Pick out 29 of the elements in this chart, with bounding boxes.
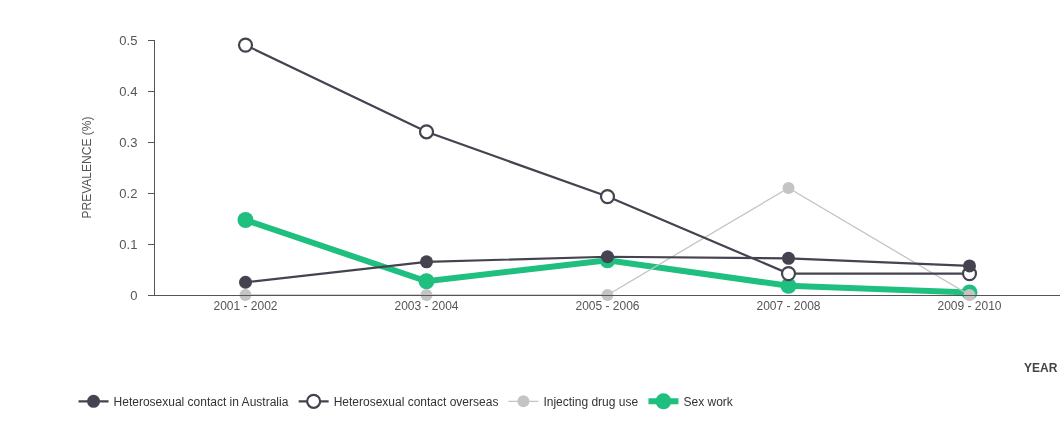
y-tick-label: 0	[130, 287, 138, 303]
legend-label: Sex work	[683, 394, 734, 409]
point	[418, 273, 435, 290]
y-axis-title: PREVALENCE (%)	[79, 116, 94, 219]
point	[237, 37, 254, 53]
point	[237, 212, 254, 229]
x-axis-title: YEAR	[1024, 361, 1058, 375]
legend-label: Injecting drug use	[543, 394, 639, 409]
y-tick-label: 0.5	[119, 32, 138, 48]
x-tick-label: 2007 - 2008	[756, 299, 821, 314]
point	[601, 250, 614, 264]
point	[782, 251, 795, 265]
point	[780, 265, 797, 282]
point	[418, 124, 435, 140]
point	[599, 188, 616, 205]
point	[420, 255, 433, 269]
legend-label: Heterosexual contact in Australia	[113, 394, 289, 409]
x-tick-label: 2009 - 2010	[937, 299, 1002, 314]
point	[963, 259, 976, 273]
x-tick-label: 2005 - 2006	[575, 299, 640, 314]
x-tick-label: 2003 - 2004	[394, 299, 459, 314]
legend-label: Heterosexual contact overseas	[333, 394, 499, 409]
y-tick-label: 0.3	[119, 134, 138, 150]
point	[782, 181, 795, 194]
x-tick-label: 2001 - 2002	[213, 299, 278, 314]
y-tick-label: 0.1	[119, 236, 138, 252]
point	[239, 275, 252, 289]
y-tick-label: 0.2	[119, 185, 138, 201]
y-tick-label: 0.4	[119, 83, 138, 99]
